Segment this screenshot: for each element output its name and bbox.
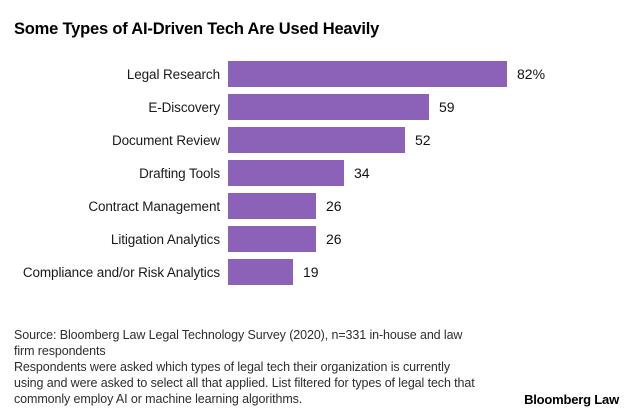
chart-footer: Source: Bloomberg Law Legal Technology S…: [14, 327, 619, 407]
value-label: 34: [354, 165, 370, 181]
category-label: Drafting Tools: [139, 165, 220, 181]
category-label: Compliance and/or Risk Analytics: [22, 264, 220, 280]
chart-row: Litigation Analytics 26: [14, 226, 619, 252]
bar-track: 26: [228, 193, 619, 219]
category-label: Contract Management: [88, 198, 220, 214]
bar-track: 19: [228, 259, 619, 285]
source-text: Source: Bloomberg Law Legal Technology S…: [14, 328, 463, 358]
bar: [228, 259, 293, 285]
source-note: Source: Bloomberg Law Legal Technology S…: [14, 327, 476, 407]
bar-track: 26: [228, 226, 619, 252]
bar: [228, 94, 429, 120]
bar-track: 82%: [228, 61, 619, 87]
chart-row: Legal Research 82%: [14, 61, 619, 87]
bar-track: 59: [228, 94, 619, 120]
chart-row: Drafting Tools 34: [14, 160, 619, 186]
bloomberg-law-logo: Bloomberg Law: [524, 392, 619, 407]
value-label: 26: [326, 231, 342, 247]
value-label: 19: [303, 264, 319, 280]
category-label: Document Review: [111, 132, 220, 148]
bar: [228, 160, 344, 186]
bar-track: 52: [228, 127, 619, 153]
chart-row: Contract Management 26: [14, 193, 619, 219]
methodology-note: Respondents were asked which types of le…: [14, 360, 475, 406]
bar: [228, 127, 405, 153]
category-label: E-Discovery: [148, 99, 220, 115]
chart-row: Compliance and/or Risk Analytics 19: [14, 259, 619, 285]
value-label: 59: [439, 99, 455, 115]
bar-track: 34: [228, 160, 619, 186]
bar: [228, 226, 316, 252]
bar: [228, 193, 316, 219]
category-label: Legal Research: [126, 66, 220, 82]
bar-chart: Legal Research 82% E-Discovery 59 Document R…: [14, 61, 619, 285]
chart-row: Document Review 52: [14, 127, 619, 153]
value-label: 52: [415, 132, 431, 148]
category-label: Litigation Analytics: [110, 231, 220, 247]
chart-row: E-Discovery 59: [14, 94, 619, 120]
bar: [228, 61, 507, 87]
value-label: 82%: [517, 66, 546, 82]
chart-title: Some Types of AI-Driven Tech Are Used He…: [14, 20, 380, 38]
value-label: 26: [326, 198, 342, 214]
